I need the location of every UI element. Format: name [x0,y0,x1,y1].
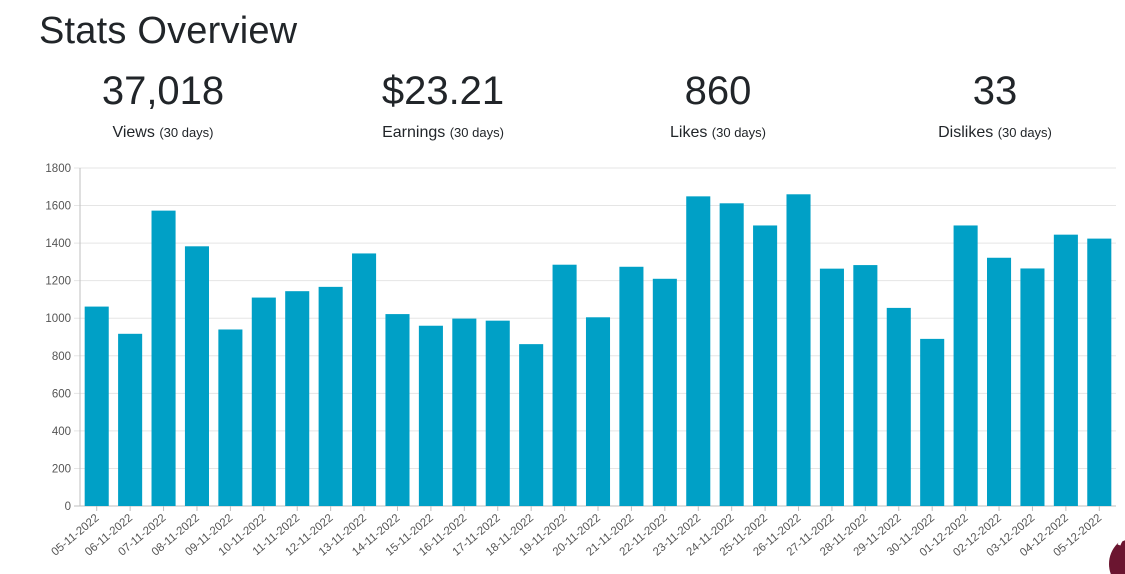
y-tick-label: 200 [52,463,71,475]
stat-views-label: Views [112,124,155,141]
bar-06-11-2022 [118,333,143,506]
y-axis-ticks: 0 200 400 600 800 1000 1200 1400 1600 1800 [45,163,71,513]
bar-25-11-2022 [753,225,778,506]
bar-21-11-2022 [619,266,644,506]
bar-08-11-2022 [184,246,209,506]
bar-02-12-2022 [987,257,1012,506]
stat-dislikes-value: 33 [972,69,1018,113]
stat-likes: 860 Likes (30 days) [593,68,843,142]
stat-likes-caption: Likes (30 days) [593,124,843,142]
bar-18-11-2022 [519,344,544,506]
y-tick-label: 0 [65,501,71,513]
bar-17-11-2022 [485,320,510,506]
bar-22-11-2022 [652,278,677,506]
bar-20-11-2022 [585,317,611,506]
stat-earnings: $23.21 Earnings (30 days) [318,68,568,142]
y-tick-label: 800 [52,351,71,363]
bar-19-11-2022 [552,264,577,506]
y-tick-label: 1200 [45,276,71,288]
stat-earnings-value: $23.21 [381,69,505,113]
bar-15-11-2022 [418,325,443,506]
bar-11-11-2022 [285,291,310,506]
bar-29-11-2022 [886,307,911,506]
bar-23-11-2022 [686,196,711,507]
bar-04-12-2022 [1053,234,1078,506]
stat-earnings-label: Earnings [382,124,446,141]
y-tick-label: 400 [52,426,71,438]
bar-10-11-2022 [251,297,276,506]
y-tick-label: 1800 [45,163,71,175]
stat-earnings-caption: Earnings (30 days) [318,124,568,142]
bar-01-12-2022 [953,225,978,506]
stat-views-value: 37,018 [101,69,225,113]
stat-dislikes-period: (30 days) [997,125,1052,140]
bar-09-11-2022 [218,329,243,506]
bar-12-11-2022 [318,286,343,506]
stats-row: 37,018 Views (30 days) $23.21 Earnings (… [0,68,1125,148]
bar-05-12-2022 [1087,238,1112,507]
stat-dislikes-caption: Dislikes (30 days) [870,124,1120,142]
bar-05-11-2022 [84,306,109,506]
bar-16-11-2022 [452,318,477,506]
stat-views-caption: Views (30 days) [38,124,288,142]
stat-likes-label: Likes [669,124,708,141]
bar-07-11-2022 [151,210,176,506]
bar-24-11-2022 [719,203,744,506]
chart-bars [84,194,1112,507]
stat-likes-period: (30 days) [711,125,766,140]
bar-27-11-2022 [819,268,844,506]
bar-28-11-2022 [853,265,878,506]
views-bar-chart: 0 200 400 600 800 1000 1200 1400 1600 1800 05-11-… [45,163,1116,559]
stat-likes-value: 860 [684,69,752,113]
stat-earnings-period: (30 days) [449,125,504,140]
bar-30-11-2022 [920,338,945,506]
y-tick-label: 1400 [45,238,71,250]
stat-dislikes-label: Dislikes [938,124,994,141]
x-axis-ticks: 05-11-202206-11-202207-11-202208-11-2022… [50,506,1104,559]
stat-views: 37,018 Views (30 days) [38,68,288,142]
corner-avatar-fragment [1109,537,1125,574]
y-tick-label: 600 [52,388,71,400]
bar-03-12-2022 [1020,268,1045,506]
y-tick-label: 1000 [45,313,71,325]
bar-13-11-2022 [352,253,377,506]
page-title: Stats Overview [39,10,298,52]
bar-26-11-2022 [786,194,811,506]
stat-dislikes: 33 Dislikes (30 days) [870,68,1120,142]
bar-14-11-2022 [385,314,410,506]
y-tick-label: 1600 [45,201,71,213]
stat-views-period: (30 days) [159,125,214,140]
